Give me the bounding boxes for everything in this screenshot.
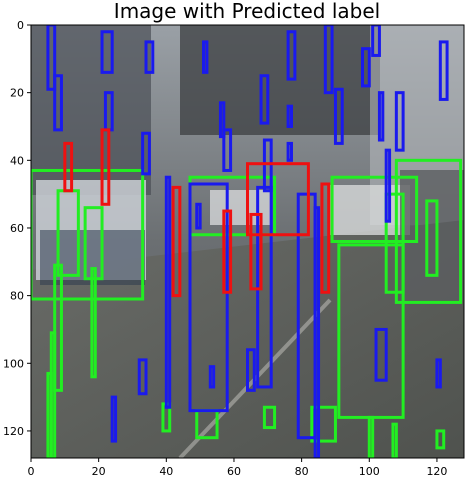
x-axis: 0 20 40 60 80 100 120: [28, 458, 447, 478]
green-box-4: [330, 175, 419, 243]
red-box-58: [249, 212, 263, 291]
blue-box-31: [286, 104, 293, 128]
green-box-19: [435, 429, 446, 450]
x-tick-label-120: 120: [426, 465, 447, 478]
blue-box-26: [202, 40, 209, 74]
blue-box-20: [46, 25, 57, 91]
green-box-18: [391, 422, 398, 458]
blue-box-30: [262, 138, 273, 193]
y-tick-label-100: 100: [3, 357, 24, 370]
red-box-56: [171, 185, 182, 298]
x-tick-label-40: 40: [159, 465, 173, 478]
red-box-57: [246, 162, 310, 237]
blue-box-41: [188, 182, 229, 413]
green-box-0: [31, 168, 145, 301]
plot-frame: [30, 24, 465, 459]
blue-box-51: [110, 395, 118, 443]
blue-box-32: [286, 141, 293, 162]
x-tick-label-0: 0: [28, 465, 35, 478]
blue-box-28: [222, 128, 233, 172]
y-tick-label-0: 0: [17, 19, 24, 32]
blue-box-44: [313, 206, 321, 458]
y-tick-label-20: 20: [10, 87, 24, 100]
red-box-60: [320, 182, 331, 294]
red-box-54: [63, 141, 74, 193]
blue-box-49: [164, 175, 172, 409]
blue-box-35: [333, 87, 344, 145]
green-box-14: [90, 267, 97, 379]
blue-box-45: [246, 348, 256, 392]
green-box-6: [384, 192, 405, 294]
green-box-8: [425, 199, 439, 277]
red-box-59: [222, 209, 233, 294]
blue-box-50: [208, 365, 216, 389]
green-box-2: [83, 206, 104, 281]
green-box-12: [310, 405, 337, 443]
green-box-11: [262, 405, 277, 430]
blue-box-53: [195, 202, 202, 230]
blue-box-47: [374, 327, 388, 382]
x-tick-label-100: 100: [359, 465, 380, 478]
x-tick-label-20: 20: [92, 465, 106, 478]
blue-box-46: [137, 358, 148, 396]
x-tick-label-80: 80: [295, 465, 309, 478]
y-axis: 0 20 40 60 80 100 120: [3, 19, 31, 438]
blue-box-21: [53, 74, 63, 132]
green-box-13: [53, 263, 63, 392]
blue-box-33: [286, 30, 297, 81]
y-tick-label-120: 120: [3, 425, 24, 438]
blue-box-25: [141, 131, 151, 176]
blue-box-37: [377, 91, 385, 142]
y-tick-label-80: 80: [10, 290, 24, 303]
blue-box-39: [438, 40, 449, 101]
prediction-boxes: [31, 25, 463, 458]
y-tick-label-40: 40: [10, 154, 24, 167]
green-box-17: [367, 415, 375, 458]
y-tick-label-60: 60: [10, 222, 24, 235]
blue-box-40: [371, 25, 381, 57]
chart-title: Image with Predicted label: [114, 0, 380, 23]
blue-box-48: [384, 148, 392, 223]
blue-box-24: [144, 40, 155, 74]
blue-box-29: [259, 74, 270, 125]
red-box-55: [100, 128, 111, 206]
x-tick-label-60: 60: [227, 465, 241, 478]
blue-box-36: [361, 47, 371, 88]
blue-box-22: [100, 30, 114, 74]
green-box-16: [46, 371, 53, 458]
blue-box-52: [435, 358, 442, 389]
blue-box-42: [256, 185, 273, 389]
blue-box-34: [323, 25, 334, 95]
blue-box-38: [394, 91, 405, 152]
blue-box-27: [218, 101, 226, 139]
green-box-7: [394, 158, 463, 304]
